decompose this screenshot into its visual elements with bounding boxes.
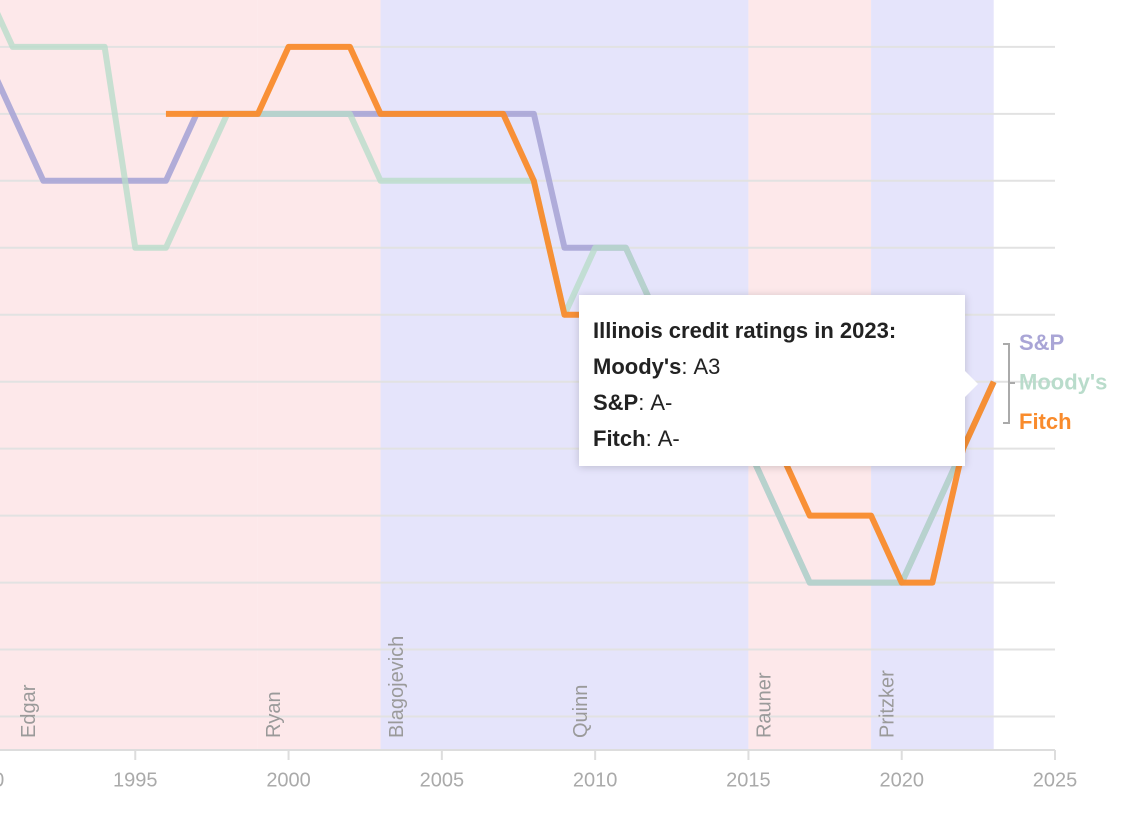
tooltip-title: Illinois credit ratings in 2023: — [593, 318, 897, 343]
x-tick-label: 1995 — [113, 769, 158, 791]
x-tick-label: 2015 — [726, 769, 771, 791]
governor-label: Quinn — [570, 685, 592, 738]
x-tick-label: 2000 — [266, 769, 311, 791]
tooltip-row: FitchA- — [593, 421, 951, 457]
tooltip-value: A3 — [693, 354, 721, 379]
x-tick-label: 2025 — [1033, 769, 1078, 791]
tooltip-label: S&P — [593, 390, 644, 415]
legend-label: S&P — [1019, 330, 1064, 355]
tooltip: Illinois credit ratings in 2023: Moody's… — [579, 295, 978, 466]
governor-label: Rauner — [754, 672, 776, 738]
tooltip-label: Fitch — [593, 426, 652, 451]
tooltip-value: A- — [657, 426, 680, 451]
tooltip-row: Moody'sA3 — [593, 349, 951, 385]
governor-label: Blagojevich — [386, 636, 408, 738]
legend-label: Fitch — [1019, 409, 1072, 434]
term-band — [0, 0, 258, 750]
x-tick-label: 2020 — [879, 769, 924, 791]
governor-label: Ryan — [263, 691, 285, 738]
tooltip-label: Moody's — [593, 354, 687, 379]
x-tick-label: 2010 — [573, 769, 618, 791]
governor-label: Pritzker — [876, 670, 898, 738]
tooltip-row: S&PA- — [593, 385, 951, 421]
legend-bracket — [1003, 343, 1015, 424]
x-tick-label: 2005 — [420, 769, 465, 791]
legend-label: Moody's — [1019, 369, 1107, 394]
governor-label: Edgar — [18, 684, 40, 738]
tooltip-arrow — [964, 370, 978, 398]
rating-line — [0, 12, 997, 586]
term-band — [257, 0, 381, 750]
x-tick-label: 1990 — [0, 769, 4, 791]
tooltip-value: A- — [650, 390, 673, 415]
